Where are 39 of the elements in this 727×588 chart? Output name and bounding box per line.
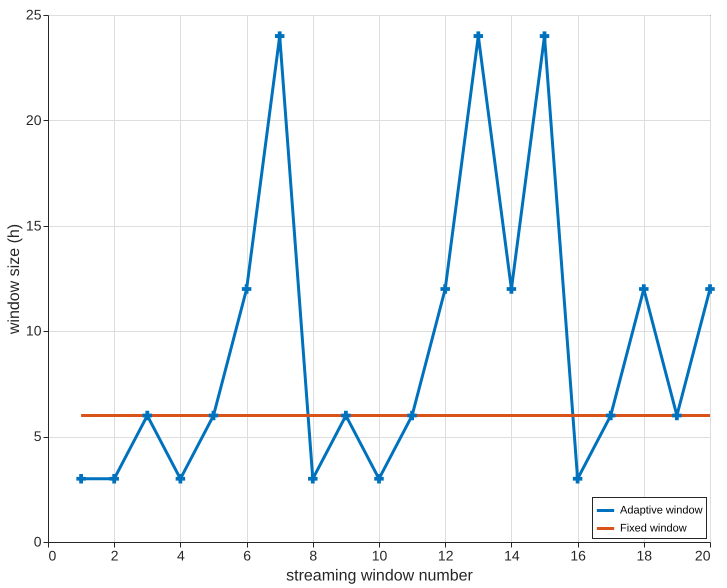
x-tick-label: 6 xyxy=(243,548,252,564)
point xyxy=(474,31,484,41)
y-tick-label: 25 xyxy=(26,6,42,22)
point xyxy=(176,474,186,484)
y-tick-label: 0 xyxy=(34,534,42,550)
point xyxy=(440,284,450,294)
x-tick-label: 2 xyxy=(110,548,119,564)
x-tick-label: 16 xyxy=(570,548,586,564)
point xyxy=(274,31,284,41)
x-axis-title: streaming window number xyxy=(286,568,474,584)
point xyxy=(109,474,119,484)
point xyxy=(374,474,384,484)
x-tick-label: 20 xyxy=(694,548,711,564)
point xyxy=(506,284,516,294)
point xyxy=(142,410,152,420)
point xyxy=(308,474,318,484)
x-tick-label: 18 xyxy=(636,548,652,564)
x-tick-label: 8 xyxy=(309,548,318,564)
point xyxy=(242,284,252,294)
legend-label: Adaptive window xyxy=(620,504,703,516)
point xyxy=(76,474,86,484)
y-axis-title: window size (h) xyxy=(6,224,23,336)
x-tick-label: 0 xyxy=(48,548,56,564)
y-tick-label: 20 xyxy=(26,112,42,128)
y-tick-label: 5 xyxy=(34,428,42,444)
x-tick-label: 10 xyxy=(372,548,388,564)
legend-label: Fixed window xyxy=(620,522,687,534)
point xyxy=(407,410,417,420)
point xyxy=(572,474,582,484)
point xyxy=(341,410,351,420)
y-tick-label: 10 xyxy=(26,322,42,339)
y-tick-label: 15 xyxy=(26,217,42,234)
point xyxy=(606,410,616,420)
point xyxy=(705,284,715,294)
point xyxy=(208,410,218,420)
x-tick-label: 12 xyxy=(438,548,454,564)
x-tick-label: 14 xyxy=(504,548,520,564)
point xyxy=(540,31,550,41)
x-tick-label: 4 xyxy=(177,548,185,564)
